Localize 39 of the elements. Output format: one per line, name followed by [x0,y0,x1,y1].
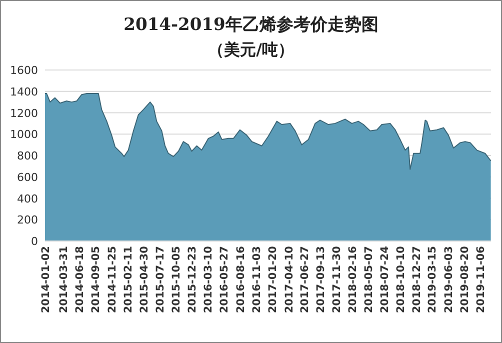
x-tick-label: 2018-07-24 [379,246,392,314]
x-tick-label: 2016-03-10 [202,246,215,314]
y-tick-label: 400 [17,192,38,206]
x-tick-label: 2014-06-18 [74,246,86,314]
x-tick-label: 2018-12-27 [410,246,423,314]
x-tick-label: 2017-04-10 [283,246,296,314]
y-tick-label: 800 [17,150,38,162]
x-tick-label: 2016-11-03 [251,246,264,314]
x-tick-label: 2015-04-30 [138,246,150,314]
x-tick-label: 2015-07-17 [154,246,166,314]
x-tick-label: 2017-09-13 [315,246,328,314]
x-tick-label: 2017-01-20 [266,246,279,314]
x-tick-label: 2014-09-05 [90,246,102,314]
x-tick-label: 2019-11-06 [474,246,487,314]
x-tick-label: 2017-06-27 [299,246,312,314]
y-tick-label: 0 [31,235,38,248]
x-tick-label: 2014-03-31 [58,246,70,314]
chart-title: 2014-2019年乙烯参考价走势图 [124,15,378,35]
y-tick-label: 1600 [10,64,38,77]
x-tick-label: 2019-03-15 [426,246,439,314]
x-tick-label: 2018-05-07 [363,246,376,314]
x-tick-label: 2018-02-16 [346,246,359,314]
x-tick-label: 2016-05-27 [218,246,230,314]
y-tick-label: 600 [17,170,38,184]
x-tick-label: 2019-08-20 [458,246,471,314]
x-tick-label: 2014-01-02 [40,246,52,314]
chart-subtitle: （美元/吨） [208,40,294,59]
x-tick-label: 2015-10-05 [170,246,183,314]
x-tick-label: 2015-12-23 [186,246,199,314]
x-tick-label: 2018-10-10 [394,246,407,314]
y-tick-label: 1200 [10,106,38,120]
x-tick-label: 2019-06-03 [443,246,456,314]
y-tick-label: 1400 [10,85,38,98]
x-tick-label: 2016-08-16 [234,246,247,314]
x-tick-label: 2017-11-30 [330,246,343,314]
x-tick-label: 2015-02-11 [122,246,135,314]
x-tick-label: 2014-11-25 [106,246,119,314]
y-tick-label: 1000 [10,128,38,142]
y-tick-label: 200 [17,214,38,227]
